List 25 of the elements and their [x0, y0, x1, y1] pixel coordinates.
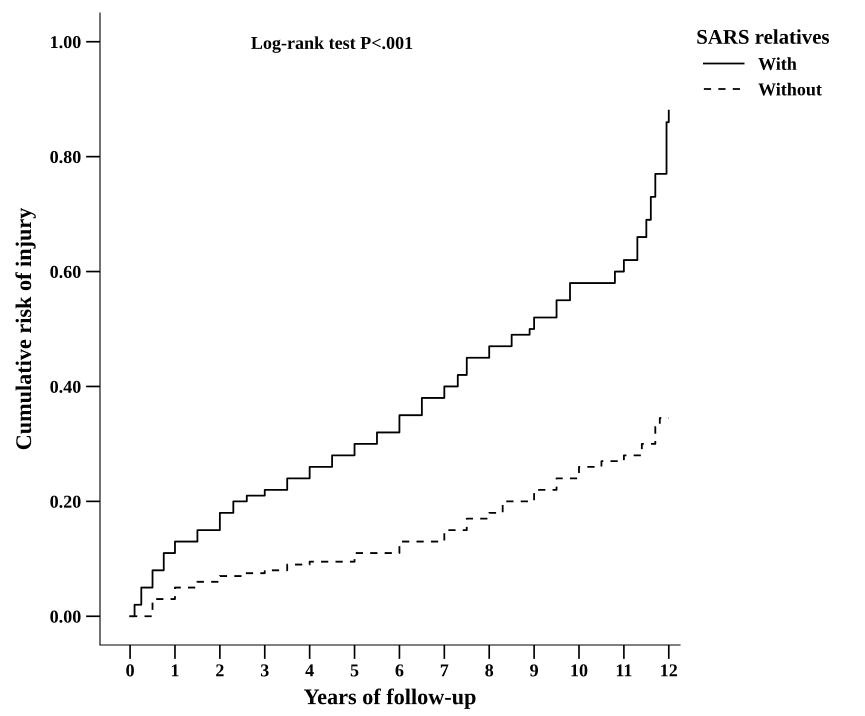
- x-tick-label: 2: [216, 664, 224, 676]
- legend-title: SARS relatives: [697, 29, 830, 44]
- legend-label: With: [758, 57, 797, 70]
- annotation: Log-rank test P<.001: [251, 36, 412, 53]
- x-tick-label: 3: [260, 664, 269, 676]
- x-tick-label: 8: [485, 664, 494, 676]
- x-axis-title: Years of follow-up: [304, 688, 476, 709]
- x-tick-label: 4: [305, 664, 314, 676]
- x-tick-label: 5: [350, 664, 358, 676]
- y-axis-title: Cumulative risk of injury: [15, 208, 36, 450]
- x-tick-label: 9: [530, 664, 538, 676]
- y-tick-label: 0.00: [50, 610, 81, 623]
- y-tick-label: 0.20: [50, 496, 81, 508]
- y-tick-label: 0.40: [50, 380, 81, 393]
- y-tick-label: 1.00: [51, 36, 81, 48]
- x-tick-label: 1: [172, 664, 179, 676]
- legend-label: Without: [758, 82, 822, 96]
- x-tick-label: 0: [126, 664, 134, 676]
- x-tick-label: 10: [571, 664, 588, 676]
- y-tick-label: 0.80: [50, 150, 81, 164]
- x-tick-label: 6: [396, 664, 404, 676]
- y-tick-label: 0.60: [50, 266, 81, 278]
- x-tick-label: 7: [440, 664, 448, 676]
- x-tick-label: 11: [616, 664, 632, 676]
- x-tick-label: 12: [661, 664, 678, 676]
